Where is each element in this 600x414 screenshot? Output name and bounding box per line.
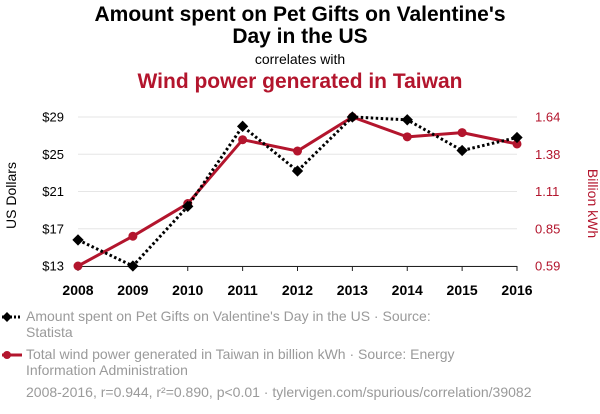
x-axis-tick-label: 2016 (501, 282, 532, 298)
x-axis-tick-label: 2009 (117, 282, 148, 298)
left-axis-tick-label: $13 (42, 259, 64, 274)
x-axis-tick-label: 2015 (447, 282, 478, 298)
series-2-point (73, 261, 83, 271)
dual-axis-line-chart: $13 $17 $21 $25 $29 0.59 0.85 1.11 1.38 1.64 2008 2… (3, 110, 600, 299)
series-1-point (291, 165, 304, 177)
series-1-point (511, 131, 523, 144)
legend-marker-series-2 (2, 351, 22, 359)
series-1-point (72, 234, 84, 246)
series-1-point (127, 260, 139, 272)
left-axis-tick-label: $17 (42, 221, 64, 236)
x-axis-tick-label: 2011 (227, 282, 258, 298)
series-1-point (182, 200, 194, 213)
left-axis-tick-label: $29 (42, 110, 64, 125)
x-axis-tick-label: 2014 (392, 282, 423, 298)
correlates-with-label: correlates with (254, 51, 346, 67)
series-1-point (401, 114, 413, 126)
series-1-point (456, 144, 468, 157)
left-axis-tick-label: $21 (42, 184, 64, 199)
right-axis-tick-label: 0.59 (535, 259, 560, 274)
left-axis-tick-label: $25 (42, 147, 64, 162)
x-axis-tick-label: 2012 (282, 282, 313, 298)
chart-title-line-2: Day in the US (232, 25, 368, 48)
series-2-point (512, 139, 522, 149)
legend-marker-series-1 (2, 312, 22, 322)
x-axis-tick-label: 2008 (62, 282, 93, 298)
right-axis-title: Billion kWh (585, 169, 600, 238)
chart-title-line-1: Amount spent on Pet Gifts on Valentine's (94, 3, 506, 26)
right-axis-tick-label: 1.38 (535, 147, 560, 162)
right-axis-tick-label: 0.85 (535, 221, 560, 236)
correlation-footer: 2008-2016, r=0.944, r²=0.890, p<0.01 · t… (26, 384, 532, 400)
right-axis-tick-label: 1.11 (535, 184, 559, 199)
series-2-point (128, 231, 138, 241)
chart-title-second-series: Wind power generated in Taiwan (137, 70, 463, 93)
legend-label-series-1: Amount spent on Pet Gifts on Valentine's… (26, 308, 431, 340)
series-2-point (457, 128, 467, 138)
series-2-point (402, 132, 412, 142)
legend-label-series-2: Total wind power generated in Taiwan in … (26, 346, 455, 378)
x-axis-tick-label: 2013 (337, 282, 368, 298)
series-2-point (293, 146, 302, 156)
left-axis-title: US Dollars (3, 162, 19, 229)
series-2-point (238, 135, 248, 145)
series-1-point (236, 120, 249, 132)
x-axis-tick-label: 2010 (172, 282, 203, 298)
right-axis-tick-label: 1.64 (535, 110, 560, 125)
